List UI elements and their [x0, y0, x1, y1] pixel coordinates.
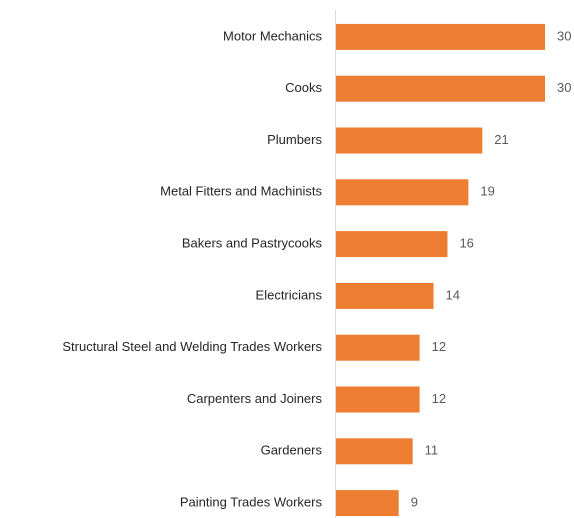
bar [336, 23, 545, 50]
bar [336, 386, 420, 413]
category-label: Electricians [256, 287, 323, 302]
category-label: Plumbers [267, 132, 322, 147]
bar [336, 490, 399, 517]
value-label: 12 [432, 339, 446, 354]
value-label: 14 [446, 287, 460, 302]
bar [336, 179, 469, 206]
value-label: 12 [432, 391, 446, 406]
value-label: 30 [557, 28, 571, 43]
value-label: 19 [480, 184, 494, 199]
value-label: 9 [411, 495, 418, 510]
bar [336, 75, 545, 102]
category-label: Structural Steel and Welding Trades Work… [62, 339, 322, 354]
bar [336, 334, 420, 361]
category-label: Painting Trades Workers [180, 495, 323, 510]
value-label: 11 [425, 443, 439, 458]
bar [336, 438, 413, 465]
category-label: Cooks [285, 80, 322, 95]
bar [336, 231, 448, 258]
category-label: Motor Mechanics [223, 28, 322, 43]
category-label: Gardeners [261, 443, 323, 458]
value-label: 16 [459, 236, 473, 251]
value-label: 21 [494, 132, 508, 147]
category-label: Metal Fitters and Machinists [160, 184, 322, 199]
value-label: 30 [557, 80, 571, 95]
category-label: Carpenters and Joiners [187, 391, 323, 406]
bar [336, 127, 483, 154]
category-label: Bakers and Pastrycooks [182, 236, 323, 251]
bar [336, 282, 434, 309]
